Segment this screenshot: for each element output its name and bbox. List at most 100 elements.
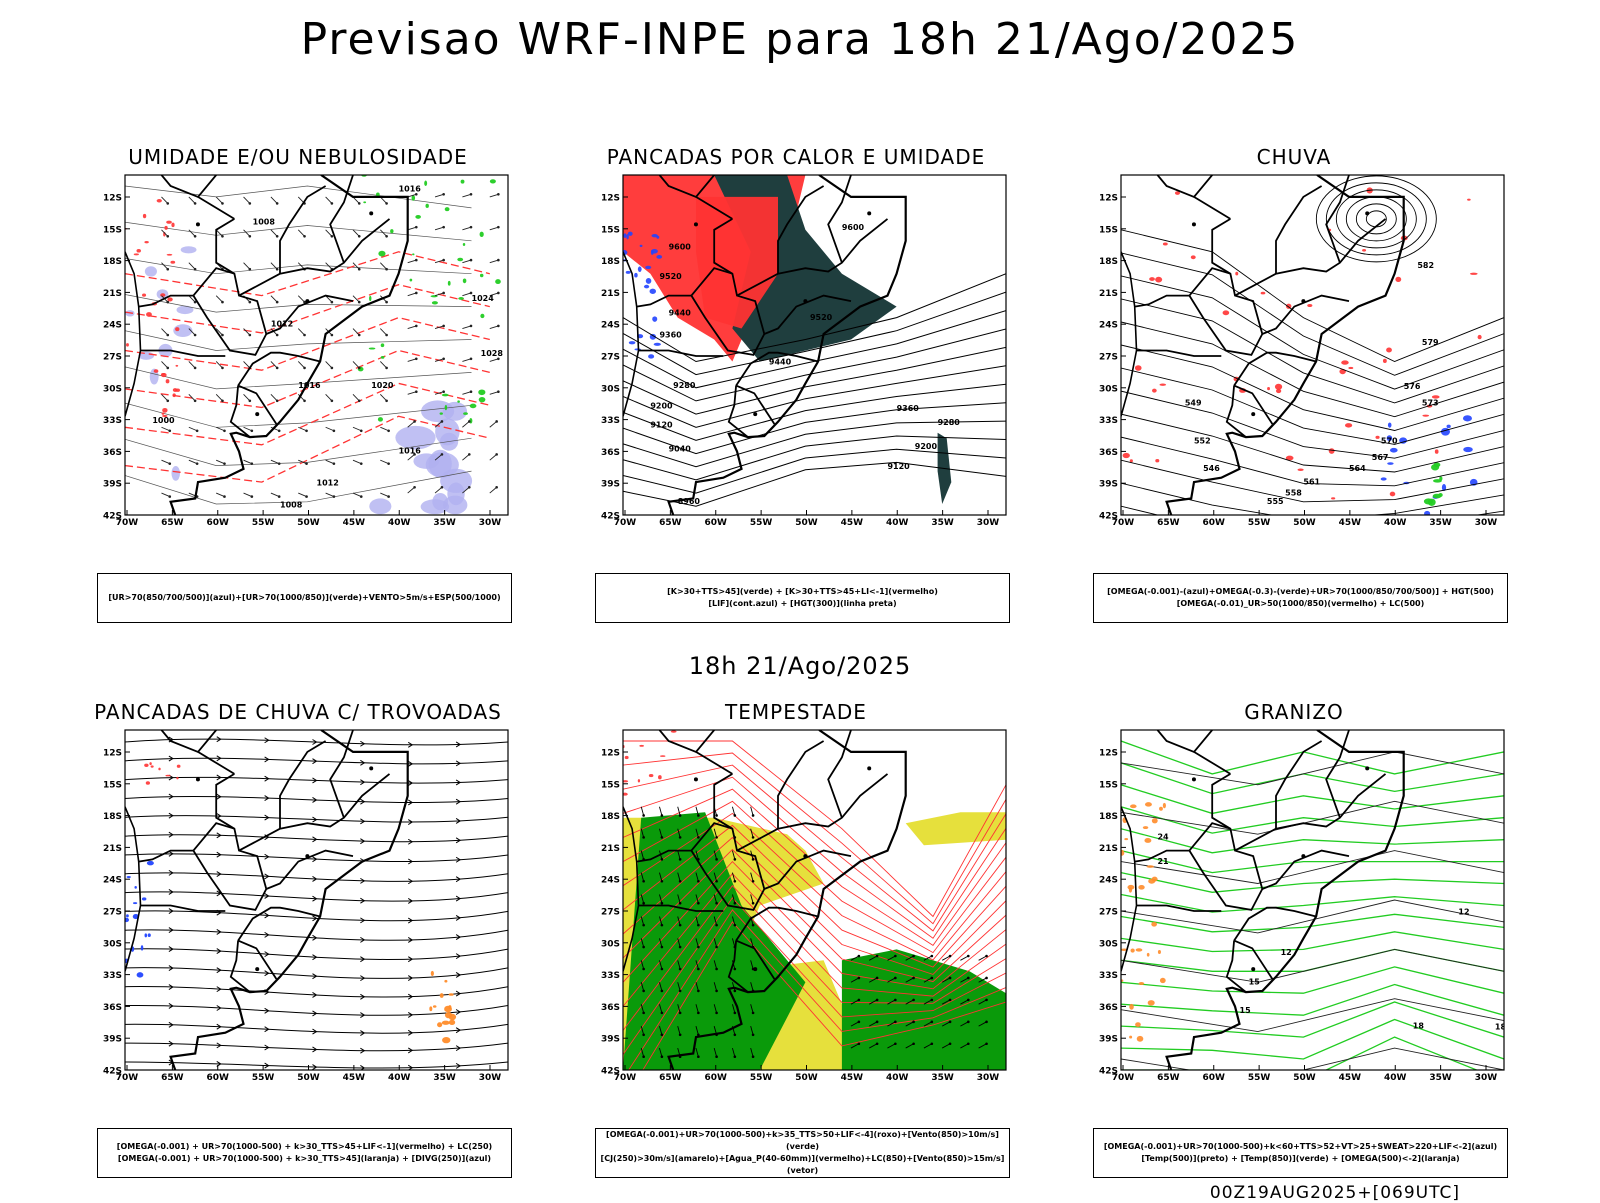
wind-vector	[695, 850, 699, 860]
streamline-arrow	[216, 1005, 222, 1011]
wind-vector	[243, 328, 251, 336]
wind-vector-head	[414, 390, 418, 393]
wind-vector	[407, 454, 415, 461]
wind-vector-head	[678, 1011, 682, 1015]
streamline-arrow	[312, 739, 318, 745]
streamline-arrow	[216, 967, 222, 974]
shaded-cell	[441, 393, 449, 397]
streamline	[125, 1042, 508, 1052]
temp500-contour	[1121, 899, 1504, 934]
wind-vector-head	[497, 258, 500, 262]
coastline	[1165, 730, 1405, 1070]
height-contour	[1121, 298, 1504, 404]
wind-vector-head	[642, 1011, 645, 1015]
lat-label: 36S	[103, 1003, 122, 1013]
andes-border	[1121, 251, 1138, 417]
wind-vector-head	[275, 333, 279, 337]
wind-vector-head	[697, 989, 700, 993]
jet-yellow	[905, 812, 1006, 846]
lake-mark	[803, 299, 808, 304]
shaded-cell	[463, 412, 468, 415]
lon-label: 40W	[388, 518, 411, 528]
lat-label: 36S	[1099, 448, 1118, 458]
shaded-cell	[171, 222, 175, 228]
wind-vector	[489, 358, 499, 362]
contour-label: 555	[1267, 497, 1284, 506]
shaded-cell	[1149, 277, 1155, 281]
wind-vector	[677, 1026, 681, 1035]
wind-vector	[352, 361, 360, 369]
country-border	[690, 295, 766, 356]
wind-vector-head	[442, 192, 445, 196]
temp850-contour	[1121, 871, 1504, 893]
shaded-cell	[444, 979, 448, 983]
contour-label: 564	[1349, 464, 1366, 473]
shaded-cell	[167, 297, 173, 302]
wind-vector-head	[697, 945, 700, 949]
shaded-cell	[660, 755, 666, 757]
shaded-cell	[170, 260, 176, 264]
shaded-cell	[1274, 383, 1283, 390]
country-border	[727, 385, 749, 438]
wind-vector	[850, 977, 860, 983]
height-contour	[1121, 459, 1504, 503]
shaded-cell	[639, 244, 643, 248]
wind-vector	[695, 894, 699, 904]
wind-vector-head	[168, 462, 172, 465]
country-border	[329, 175, 354, 264]
wind-vector-head	[678, 836, 682, 839]
shaded-cell	[1328, 448, 1335, 454]
height-contour	[1121, 321, 1504, 418]
contour-label: 9600	[669, 243, 692, 252]
wind-vector	[325, 361, 333, 369]
wind-vector	[677, 982, 681, 992]
wind-vector-head	[751, 1033, 755, 1037]
streamline-arrow	[407, 1029, 414, 1036]
shaded-cell	[378, 250, 386, 257]
streamline-arrow	[264, 795, 270, 801]
wind-vector-head	[948, 1042, 952, 1046]
wind-vector-head	[357, 234, 361, 238]
lat-label: 42S	[601, 512, 620, 522]
wind-vector-head	[223, 495, 226, 498]
shaded-cell	[1395, 276, 1402, 283]
lon-label: 50W	[795, 518, 818, 528]
wind-vector	[161, 196, 169, 204]
lat-label: 27S	[103, 353, 122, 363]
shaded-cell	[1235, 271, 1239, 276]
shaded-cell	[1469, 272, 1478, 275]
shaded-cell	[144, 241, 149, 244]
shaded-cell	[442, 401, 468, 421]
wind-vector-head	[193, 333, 197, 337]
shaded-cell	[172, 393, 176, 398]
wind-vector	[905, 955, 914, 961]
wind-vector	[380, 394, 387, 402]
wind-vector	[462, 421, 470, 428]
wind-vector-head	[221, 234, 224, 238]
streamline-arrow	[360, 759, 366, 766]
wind-vector-head	[221, 366, 224, 370]
wind-vector	[270, 262, 278, 270]
lat-label: 21S	[103, 844, 122, 854]
wind-vector	[298, 492, 307, 497]
wind-vector	[640, 982, 645, 992]
wind-vector-head	[751, 923, 755, 927]
shaded-cell	[1462, 415, 1472, 422]
wind-vector-head	[660, 814, 664, 817]
wind-vector	[695, 938, 699, 948]
streamline-arrow	[407, 819, 414, 825]
height-contour	[623, 328, 1006, 402]
wind-vector-head	[385, 234, 388, 238]
streamline-arrow	[264, 1026, 270, 1033]
height-contour	[623, 435, 1006, 481]
streamline-arrow	[360, 1012, 366, 1019]
temp850-contour	[1121, 1001, 1504, 1038]
lake-mark	[255, 967, 260, 972]
shaded-cell	[175, 364, 179, 367]
wind-vector	[434, 259, 444, 264]
shaded-cell	[1423, 498, 1434, 505]
wind-vector	[407, 358, 417, 362]
wind-vector	[677, 1004, 681, 1013]
lat-label: 15S	[103, 780, 122, 790]
